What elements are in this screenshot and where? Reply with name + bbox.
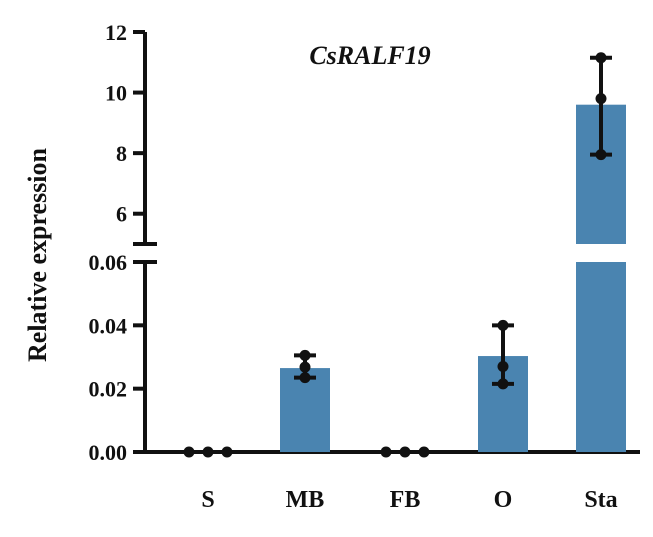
data-point xyxy=(497,319,509,331)
error-bars xyxy=(294,55,612,386)
data-point xyxy=(497,378,509,390)
data-point xyxy=(497,361,509,372)
data-point xyxy=(299,349,311,361)
data-point xyxy=(202,446,214,458)
y-axis-label: Relative expression xyxy=(23,147,52,362)
x-tick-label: Sta xyxy=(584,487,617,513)
x-tick-label: MB xyxy=(286,487,325,513)
y-tick-label: 8 xyxy=(116,141,127,166)
x-tick-labels: S MB FB O Sta xyxy=(201,487,617,513)
x-tick-label: FB xyxy=(390,487,421,513)
y-tick-label: 6 xyxy=(116,202,127,227)
data-point xyxy=(299,361,311,373)
data-point xyxy=(595,149,607,161)
y-tick-label: 0.02 xyxy=(89,377,128,402)
data-point xyxy=(595,52,607,64)
data-point xyxy=(399,446,411,458)
data-point xyxy=(221,446,233,458)
data-point xyxy=(183,446,195,458)
bar xyxy=(576,262,626,452)
y-tick-label: 0.00 xyxy=(89,440,128,465)
y-tick-label: 12 xyxy=(105,20,127,45)
y-ticks: 0.00 0.02 0.04 0.06 6 8 10 12 xyxy=(89,20,145,465)
data-point xyxy=(595,93,607,105)
x-tick-label: O xyxy=(494,487,513,513)
bars xyxy=(280,104,626,452)
y-tick-label: 10 xyxy=(105,81,127,106)
y-tick-label: 0.04 xyxy=(89,313,128,338)
data-point xyxy=(418,446,430,458)
data-point xyxy=(299,372,311,384)
data-points xyxy=(183,52,607,458)
axes xyxy=(133,32,640,454)
chart-title: CsRALF19 xyxy=(309,41,430,70)
data-point xyxy=(380,446,392,458)
x-tick-label: S xyxy=(201,487,214,513)
y-tick-label: 0.06 xyxy=(89,250,128,275)
